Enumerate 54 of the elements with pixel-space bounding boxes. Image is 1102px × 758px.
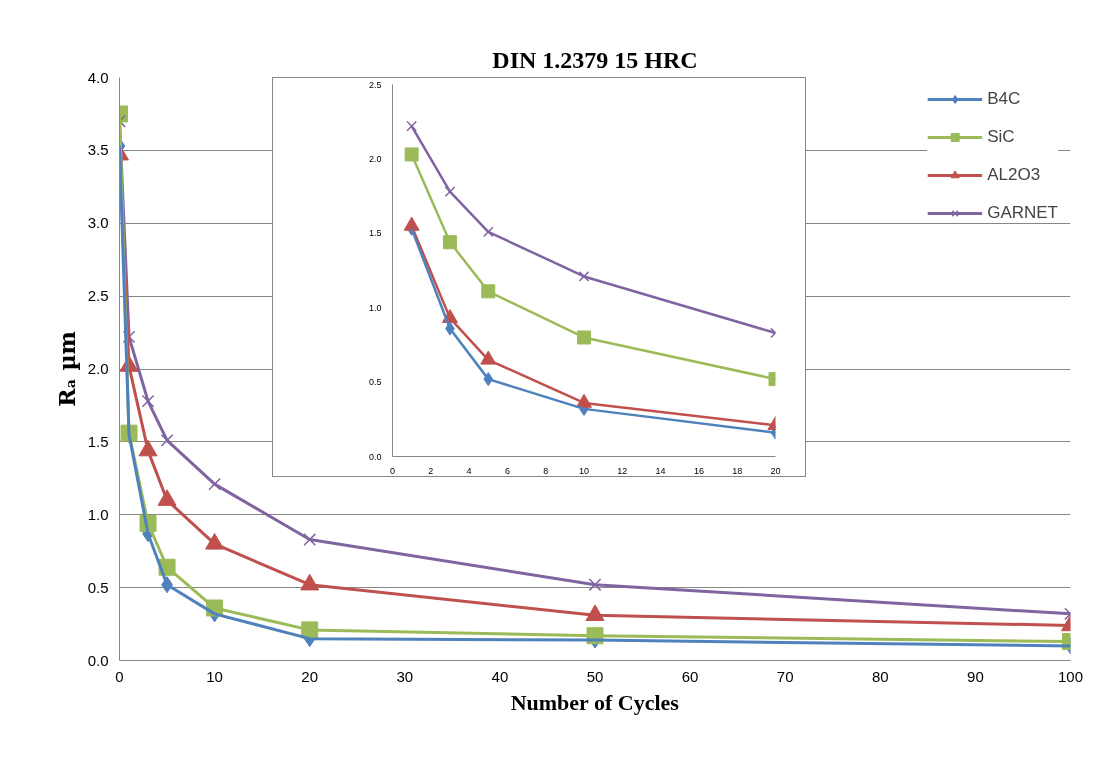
point (404, 147, 419, 162)
y-tick-label: 1.0 (87, 505, 109, 523)
point (406, 120, 417, 132)
x-tick-label: 0 (115, 667, 124, 685)
x-tick-label: 4 (466, 465, 472, 476)
x-tick-label: 12 (617, 465, 628, 476)
point (141, 394, 155, 408)
point (303, 533, 317, 546)
y-tick-label: 2.5 (87, 287, 109, 305)
x-tick-label: 10 (578, 465, 590, 476)
x-tick-label: 60 (681, 667, 699, 685)
x-tick-label: 50 (586, 667, 604, 685)
y-tick-label: 0.0 (87, 651, 109, 669)
y-axis-title: Rₐ µm (53, 331, 80, 407)
x-tick-label: 16 (693, 465, 704, 476)
x-tick-label: 2 (428, 465, 434, 476)
x-tick-label: 0 (390, 465, 396, 476)
x-tick-label: 18 (732, 465, 743, 476)
x-tick-label: 80 (871, 667, 889, 685)
chart-title: DIN 1.2379 15 HRC (492, 46, 698, 73)
legend-label: GARNET (987, 203, 1058, 223)
point (444, 186, 456, 197)
y-tick-label: 2.0 (368, 153, 382, 164)
x-tick-label: 8 (543, 465, 549, 476)
point (588, 578, 602, 592)
y-tick-label: 1.5 (87, 432, 109, 450)
y-tick-label: 3.0 (87, 214, 109, 232)
x-tick-label: 30 (396, 667, 414, 685)
y-tick-label: 2.5 (368, 79, 382, 90)
legend-label: SiC (987, 127, 1015, 147)
x-tick-label: 6 (504, 465, 510, 476)
y-tick-label: 2.0 (87, 360, 109, 377)
y-tick-label: 4.0 (87, 68, 109, 86)
point (578, 271, 590, 282)
x-tick-label: 14 (655, 465, 666, 476)
x-axis-title: Number of Cycles (510, 689, 680, 715)
legend-label: AL2O3 (987, 165, 1041, 185)
y-tick-label: 0.0 (368, 451, 382, 462)
y-tick-label: 0.5 (87, 578, 109, 596)
x-tick-label: 20 (770, 465, 781, 476)
point (208, 477, 222, 491)
legend-label: B4C (987, 89, 1021, 109)
x-tick-label: 100 (1057, 667, 1084, 685)
y-tick-label: 3.5 (87, 141, 109, 159)
x-tick-label: 70 (776, 667, 794, 685)
y-tick-label: 0.5 (368, 377, 382, 388)
point (160, 434, 174, 447)
x-tick-label: 10 (206, 667, 223, 685)
y-tick-label: 1.0 (368, 302, 382, 313)
x-tick-label: 20 (301, 667, 319, 685)
y-tick-label: 1.5 (368, 228, 382, 239)
point (482, 226, 494, 238)
x-tick-label: 40 (491, 667, 509, 685)
x-tick-label: 90 (967, 667, 984, 685)
